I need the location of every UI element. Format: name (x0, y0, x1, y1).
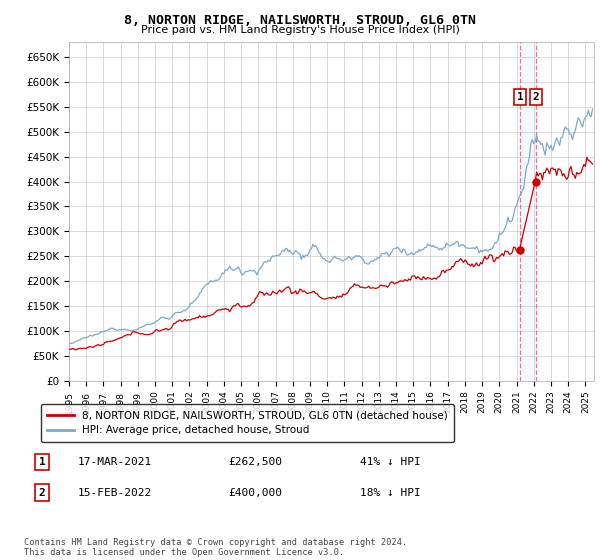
Text: Price paid vs. HM Land Registry's House Price Index (HPI): Price paid vs. HM Land Registry's House … (140, 25, 460, 35)
Text: 41% ↓ HPI: 41% ↓ HPI (360, 457, 421, 467)
Legend: 8, NORTON RIDGE, NAILSWORTH, STROUD, GL6 0TN (detached house), HPI: Average pric: 8, NORTON RIDGE, NAILSWORTH, STROUD, GL6… (41, 404, 454, 442)
Text: £262,500: £262,500 (228, 457, 282, 467)
Text: 2: 2 (532, 92, 539, 102)
Text: Contains HM Land Registry data © Crown copyright and database right 2024.
This d: Contains HM Land Registry data © Crown c… (24, 538, 407, 557)
Text: £400,000: £400,000 (228, 488, 282, 498)
Text: 8, NORTON RIDGE, NAILSWORTH, STROUD, GL6 0TN: 8, NORTON RIDGE, NAILSWORTH, STROUD, GL6… (124, 14, 476, 27)
Text: 15-FEB-2022: 15-FEB-2022 (78, 488, 152, 498)
Text: 1: 1 (517, 92, 523, 102)
Text: 1: 1 (38, 457, 46, 467)
Text: 18% ↓ HPI: 18% ↓ HPI (360, 488, 421, 498)
Text: 17-MAR-2021: 17-MAR-2021 (78, 457, 152, 467)
Text: 2: 2 (38, 488, 46, 498)
Bar (520, 42, 536, 381)
